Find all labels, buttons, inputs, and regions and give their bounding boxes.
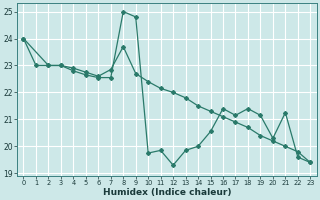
X-axis label: Humidex (Indice chaleur): Humidex (Indice chaleur): [103, 188, 231, 197]
